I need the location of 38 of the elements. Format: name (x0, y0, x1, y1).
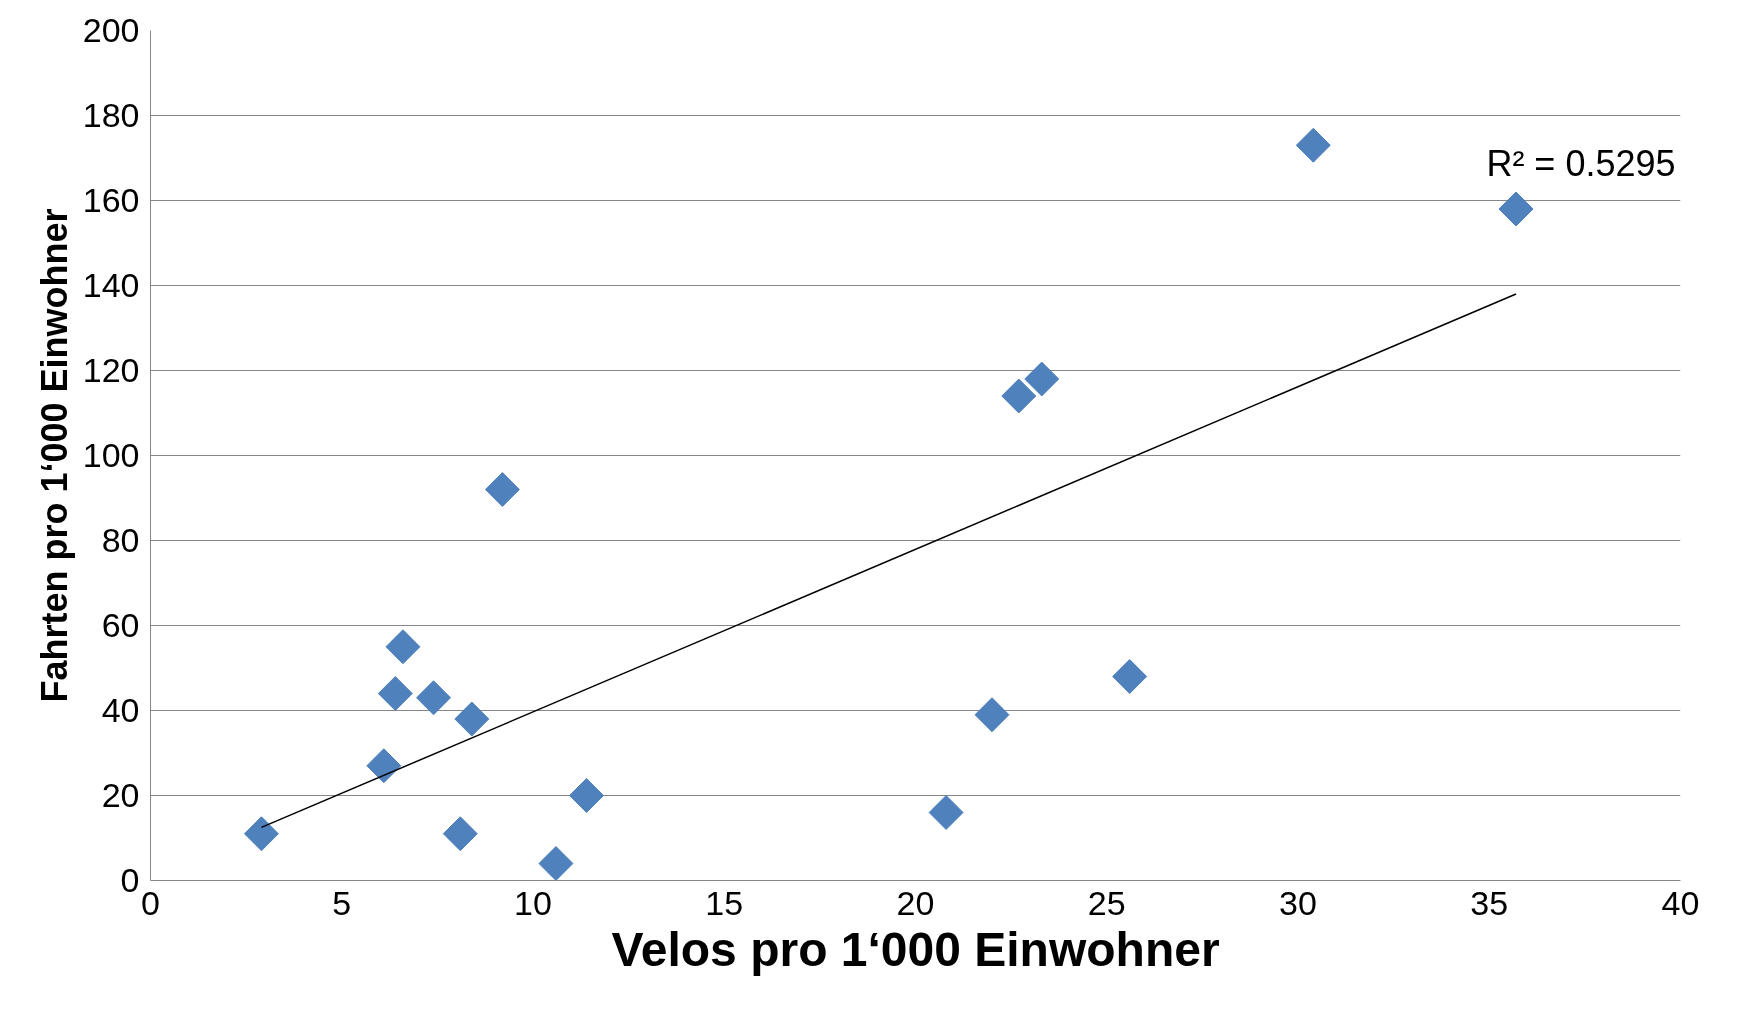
point (928, 795, 964, 830)
y-tick-label: 120 (82, 351, 140, 389)
y-tick-label: 80 (101, 521, 140, 559)
x-tick-label: 15 (705, 883, 744, 922)
point (385, 629, 421, 665)
y-tick-label: 200 (82, 11, 140, 49)
x-tick-label: 25 (1087, 883, 1126, 922)
x-tick-label: 30 (1279, 883, 1317, 922)
x-tick-label: 35 (1470, 883, 1509, 922)
y-tick-label: 160 (82, 181, 140, 219)
point (416, 680, 452, 716)
point (377, 676, 413, 711)
y-tick-label: 140 (82, 266, 140, 304)
x-tick-label: 20 (896, 883, 935, 922)
y-tick-label: 40 (101, 691, 140, 729)
y-tick-label: 100 (82, 436, 140, 474)
y-tick-label: 20 (101, 776, 140, 814)
point (442, 816, 478, 852)
point (484, 472, 520, 507)
point (1024, 361, 1060, 397)
point (538, 846, 574, 881)
point (1295, 127, 1331, 163)
point (366, 748, 402, 784)
y-tick-label: 60 (101, 606, 140, 644)
y-tick-label: 180 (82, 96, 140, 134)
y-axis-title: Fahrten pro 1‘000 Einwohner (33, 208, 75, 703)
annotation: R² = 0.5295 (1486, 142, 1676, 184)
point (1001, 378, 1037, 414)
x-tick-label: 5 (332, 883, 352, 922)
point (974, 697, 1010, 733)
point (569, 778, 605, 813)
point (454, 701, 490, 737)
x-tick-label: 40 (1661, 883, 1700, 922)
point (1498, 191, 1534, 227)
point (243, 816, 279, 852)
point (1112, 659, 1148, 694)
x-axis-title: Velos pro 1‘000 Einwohner (611, 922, 1220, 976)
x-tick-label: 10 (514, 883, 552, 922)
